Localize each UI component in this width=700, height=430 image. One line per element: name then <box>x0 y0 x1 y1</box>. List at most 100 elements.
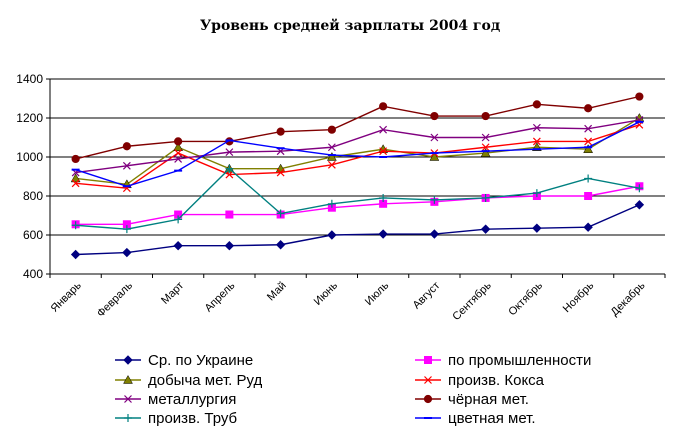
data-point <box>583 222 593 232</box>
data-point <box>225 164 234 173</box>
data-point <box>481 143 490 152</box>
data-point <box>430 133 439 142</box>
data-point <box>174 155 183 163</box>
data-point <box>326 151 337 161</box>
legend-label: цветная мет. <box>448 410 536 427</box>
chart-title: Уровень средней зарплаты 2004 год <box>200 17 500 34</box>
series-line <box>75 124 640 189</box>
tick-y-label: 1000 <box>16 150 43 164</box>
data-point <box>173 142 184 151</box>
data-point <box>122 161 131 170</box>
legend-item: добыча мет. Руд <box>115 372 262 389</box>
series-0 <box>70 200 645 260</box>
data-point <box>276 168 285 177</box>
series-1 <box>71 182 644 229</box>
series-line <box>75 204 640 256</box>
data-point <box>635 184 644 193</box>
data-point <box>532 189 541 198</box>
series-6 <box>71 164 644 234</box>
data-point <box>276 209 285 218</box>
data-point <box>225 170 234 179</box>
series-line <box>75 119 640 174</box>
data-point <box>122 225 131 234</box>
data-point <box>327 199 336 208</box>
series-line <box>75 95 640 160</box>
data-point <box>481 193 490 202</box>
legend-item: произв. Труб <box>115 410 237 427</box>
data-point <box>71 154 80 164</box>
data-point <box>70 249 81 260</box>
tick-x-label: Март <box>159 280 186 307</box>
legend-label: произв. Труб <box>148 410 237 427</box>
legend-item: произв. Кокса <box>415 372 545 389</box>
tick-x-label: Август <box>411 280 443 312</box>
legend-swatch-marker <box>124 414 132 422</box>
data-point <box>480 148 491 157</box>
data-point <box>634 200 645 210</box>
series-2 <box>70 112 645 189</box>
data-point <box>276 127 285 136</box>
legend-label: произв. Кокса <box>448 372 545 389</box>
data-point <box>122 247 132 258</box>
legend-item: чёрная мет. <box>415 391 529 408</box>
legend-swatch-marker <box>124 395 132 403</box>
series-7 <box>71 120 644 188</box>
tick-y-label: 600 <box>23 228 43 242</box>
data-point <box>480 224 491 234</box>
data-point <box>174 137 183 146</box>
tick-y-label: 400 <box>23 267 43 281</box>
data-point <box>481 111 490 121</box>
data-point <box>379 125 388 134</box>
data-point <box>224 241 235 251</box>
legend-label: металлургия <box>148 391 236 408</box>
data-point <box>481 133 490 142</box>
legend-swatch-marker <box>123 355 133 365</box>
tick-x-label: Май <box>265 280 289 304</box>
legend-label: добыча мет. Руд <box>148 372 262 389</box>
legend-swatch-marker <box>424 356 432 364</box>
legend-label: чёрная мет. <box>448 391 529 408</box>
tick-x-label: Сентябрь <box>450 279 494 323</box>
data-point <box>532 123 541 132</box>
data-point <box>122 142 131 151</box>
tick-y-label: 800 <box>23 189 43 203</box>
tick-x-label: Январь <box>49 279 84 314</box>
data-point <box>174 215 183 224</box>
data-point <box>584 174 593 183</box>
tick-x-label: Февраль <box>95 279 135 319</box>
data-point <box>379 147 388 156</box>
data-point <box>583 144 594 153</box>
data-point <box>532 137 541 146</box>
data-point <box>225 210 234 219</box>
data-point <box>71 221 80 230</box>
data-point <box>429 229 440 239</box>
legend-swatch-marker <box>123 374 133 384</box>
legend-swatch-marker <box>424 376 432 384</box>
data-point <box>327 160 336 169</box>
legend-label: по промышленности <box>448 352 591 369</box>
data-point <box>430 111 439 121</box>
legend-item: металлургия <box>115 391 236 408</box>
tick-y-label: 1200 <box>16 111 43 125</box>
data-point <box>584 104 593 113</box>
tick-y-label: 1400 <box>16 72 43 86</box>
data-point <box>532 223 542 233</box>
legend-item: по промышленности <box>415 352 591 369</box>
tick-x-label: Ноябрь <box>561 279 597 315</box>
data-point <box>327 230 337 240</box>
data-point <box>379 193 388 202</box>
tick-x-label: Июнь <box>312 279 340 307</box>
legend-item: цветная мет. <box>415 410 536 427</box>
series-line <box>75 167 640 230</box>
legend-label: Ср. по Украине <box>148 352 253 369</box>
series-line <box>75 117 640 186</box>
data-point <box>174 149 183 158</box>
data-point <box>225 148 234 157</box>
tick-x-label: Октябрь <box>506 279 545 318</box>
data-point <box>71 179 80 188</box>
legend: Ср. по Украине по промышленности добыча ме… <box>115 352 591 427</box>
data-point <box>173 241 183 251</box>
data-point <box>584 137 593 146</box>
data-point <box>70 173 81 183</box>
